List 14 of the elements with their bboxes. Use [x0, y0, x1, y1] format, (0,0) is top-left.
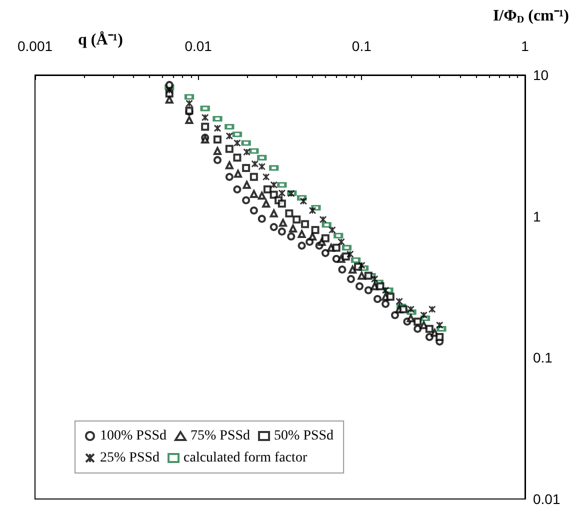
y-tick-label: 0.1	[533, 350, 553, 366]
legend-label: 75% PSSd	[190, 428, 250, 444]
y-tick-label: 0.01	[533, 491, 560, 507]
x-tick-label: 0.1	[352, 38, 372, 54]
x-axis-title: q (Å⁻¹)	[78, 30, 123, 48]
x-tick-label: 0.01	[184, 38, 212, 54]
legend-label: 50% PSSd	[274, 428, 334, 444]
y-tick-label: 10	[533, 67, 549, 83]
legend-label: 100% PSSd	[100, 428, 167, 444]
y-tick-label: 1	[533, 208, 541, 224]
legend-label: 25% PSSd	[100, 450, 160, 466]
legend-label: calculated form factor	[184, 450, 308, 466]
x-tick-label: 0.001	[17, 38, 53, 54]
x-tick-label: 1	[521, 38, 530, 54]
